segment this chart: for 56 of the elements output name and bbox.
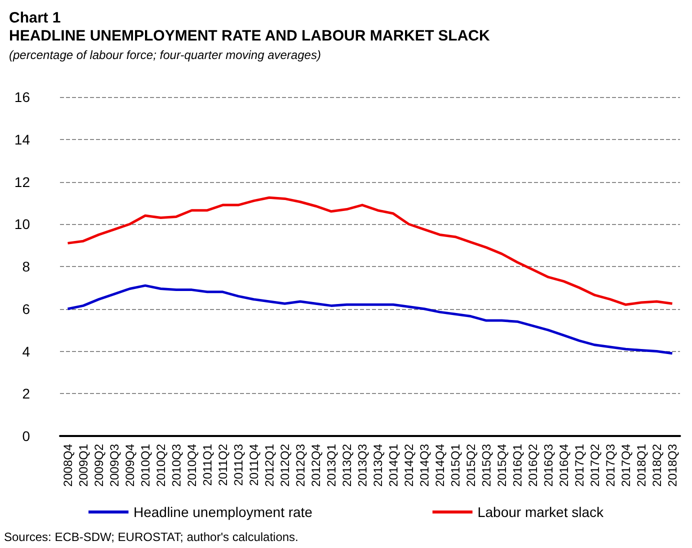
x-tick-label: 2011Q2 [216,444,230,486]
x-tick-label: 2018Q2 [650,444,664,487]
y-tick-label: 16 [14,89,30,105]
x-tick-label: 2012Q4 [308,444,323,487]
x-tick-label: 2011Q3 [231,444,246,486]
x-tick-label: 2009Q1 [76,444,90,487]
x-tick-label: 2018Q3 [665,444,680,487]
x-tick-label: 2016Q3 [541,444,556,487]
x-tick-label: 2009Q3 [107,444,122,487]
x-tick-label: 2015Q2 [464,444,478,487]
legend-label: Headline unemployment rate [133,504,313,520]
y-tick-label: 4 [22,343,30,360]
x-tick-label: 2009Q4 [122,444,137,487]
y-tick-label: 12 [14,174,30,190]
x-tick-label: 2011Q1 [200,444,214,486]
x-tick-label: 2017Q3 [603,444,618,487]
x-tick-label: 2014Q4 [432,444,447,487]
x-tick-label: 2010Q1 [138,444,152,487]
y-tick-label: 0 [22,428,30,444]
x-tick-label: 2014Q1 [386,444,400,487]
x-tick-label: 2014Q3 [417,444,432,487]
x-tick-label: 2017Q4 [618,444,633,487]
x-tick-label: 2017Q1 [572,444,586,487]
y-tick-label: 14 [14,131,30,148]
x-tick-label: 2013Q2 [340,444,354,487]
x-tick-label: 2013Q4 [370,444,385,487]
x-tick-label: 2018Q1 [634,444,648,487]
x-tick-label: 2009Q2 [92,444,106,487]
x-tick-label: 2010Q2 [154,444,168,487]
x-tick-label: 2014Q2 [402,444,416,487]
y-tick-label: 10 [14,216,30,232]
x-tick-label: 2015Q1 [448,444,462,487]
line-series [66,196,674,306]
chart-title: Chart 1 HEADLINE UNEMPLOYMENT RATE AND LABOUR MARKET SLACK [9,10,490,44]
x-tick-label: 2010Q3 [169,444,184,487]
line-series [66,284,674,355]
y-tick-label: 2 [22,386,30,402]
x-tick-label: 2012Q3 [293,444,308,487]
x-tick-label: 2008Q4 [60,444,75,487]
source-note: Sources: ECB-SDW; EUROSTAT; author's calculations. [4,530,298,544]
x-tick-label: 2015Q4 [494,444,509,487]
x-tick-label: 2013Q3 [355,444,370,487]
x-tick-label: 2011Q4 [246,444,261,486]
x-tick-label: 2017Q2 [588,444,602,487]
y-tick-label: 8 [22,258,30,274]
x-tick-label: 2010Q4 [184,444,199,487]
x-tick-label: 2012Q1 [262,444,276,487]
chart-subtitle: (percentage of labour force; four-quarter moving averages) [9,48,321,62]
x-tick-label: 2012Q2 [278,444,292,487]
legend-label: Labour market slack [477,504,605,520]
x-tick-label: 2016Q2 [526,444,540,487]
x-tick-label: 2013Q1 [324,444,338,487]
x-tick-label: 2016Q4 [556,444,571,487]
x-tick-label: 2015Q3 [479,444,494,487]
x-tick-label: 2016Q1 [510,444,524,487]
y-tick-label: 6 [22,300,30,317]
